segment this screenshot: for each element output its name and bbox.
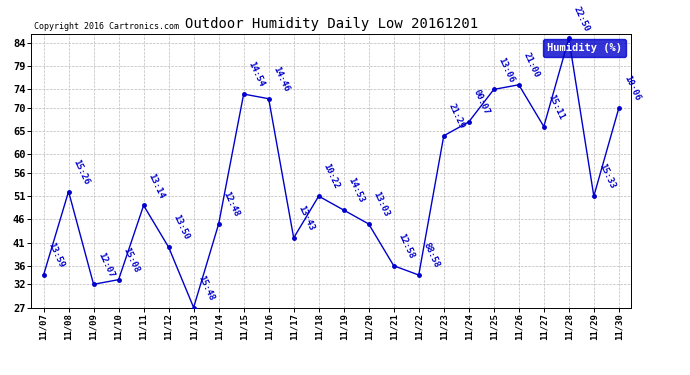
Text: 14:46: 14:46 bbox=[272, 65, 291, 93]
Text: 13:50: 13:50 bbox=[172, 213, 191, 242]
Text: 10:22: 10:22 bbox=[322, 162, 342, 190]
Text: 88:58: 88:58 bbox=[422, 241, 442, 270]
Text: 15:33: 15:33 bbox=[597, 162, 616, 190]
Text: 12:58: 12:58 bbox=[397, 232, 416, 260]
Text: 13:14: 13:14 bbox=[146, 172, 166, 200]
Title: Outdoor Humidity Daily Low 20161201: Outdoor Humidity Daily Low 20161201 bbox=[185, 17, 477, 31]
Text: Copyright 2016 Cartronics.com: Copyright 2016 Cartronics.com bbox=[34, 22, 179, 31]
Text: 21:29: 21:29 bbox=[446, 102, 466, 130]
Text: 22:50: 22:50 bbox=[572, 4, 591, 33]
Text: 12:07: 12:07 bbox=[97, 251, 116, 279]
Text: 00:07: 00:07 bbox=[472, 88, 491, 116]
Text: 13:43: 13:43 bbox=[297, 204, 316, 232]
Text: 15:48: 15:48 bbox=[197, 274, 216, 302]
Text: 12:48: 12:48 bbox=[221, 190, 242, 218]
Text: 10:06: 10:06 bbox=[622, 74, 642, 102]
Text: 14:53: 14:53 bbox=[346, 176, 366, 204]
Legend: Humidity (%): Humidity (%) bbox=[543, 39, 626, 57]
Text: 13:06: 13:06 bbox=[497, 56, 516, 84]
Text: 13:03: 13:03 bbox=[372, 190, 391, 218]
Text: 15:08: 15:08 bbox=[121, 246, 141, 274]
Text: 21:00: 21:00 bbox=[522, 51, 542, 79]
Text: 14:54: 14:54 bbox=[246, 60, 266, 88]
Text: 15:26: 15:26 bbox=[72, 158, 91, 186]
Text: 15:11: 15:11 bbox=[546, 93, 566, 121]
Text: 13:59: 13:59 bbox=[46, 241, 66, 270]
